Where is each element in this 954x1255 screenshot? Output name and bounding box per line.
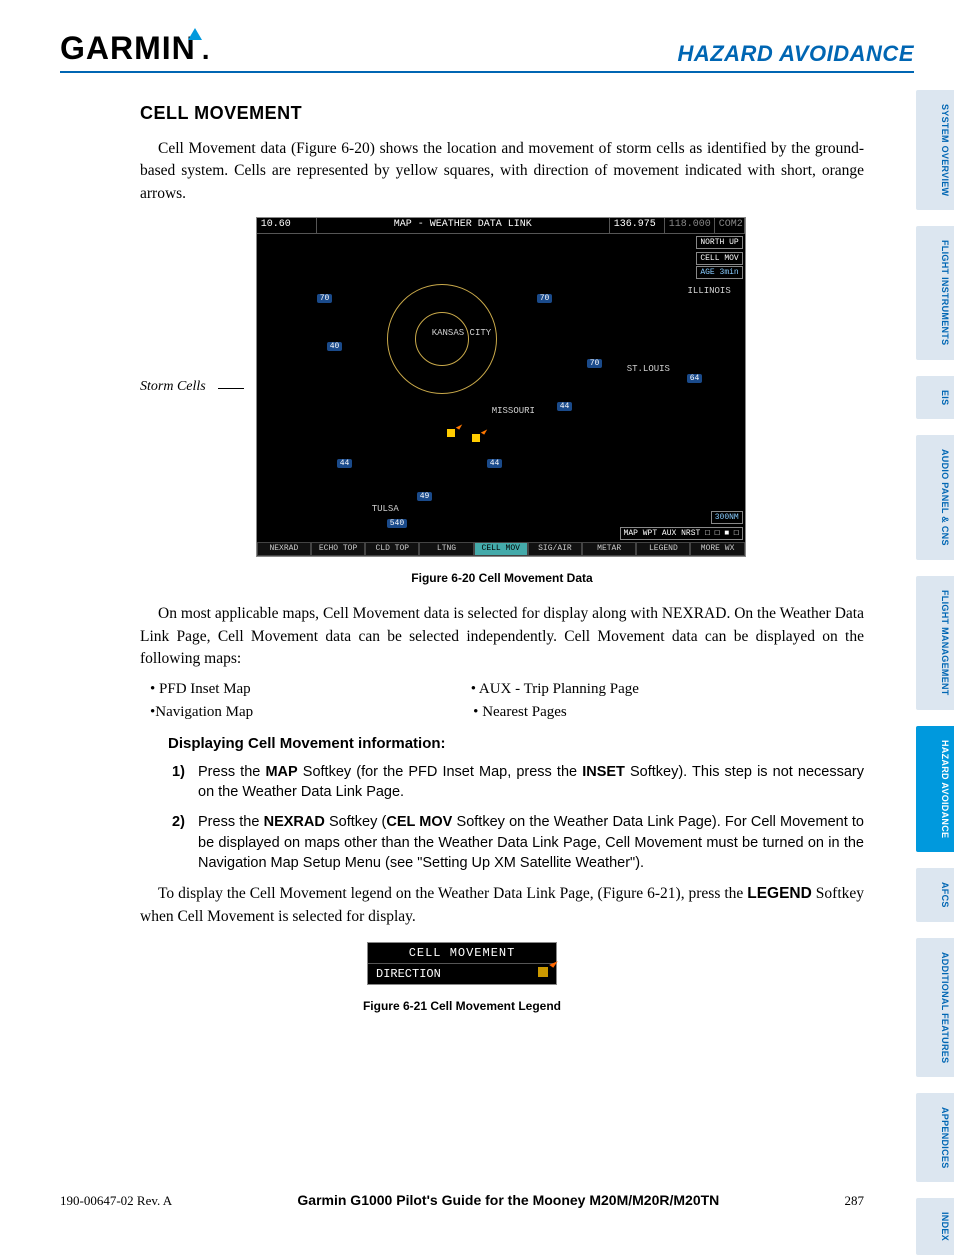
step-2-num: 2) [172,812,198,873]
age-box: AGE 3min [696,266,742,279]
map-title: MAP - WEATHER DATA LINK [317,218,610,233]
side-tabs: SYSTEM OVERVIEW FLIGHT INSTRUMENTS EIS A… [916,90,954,1255]
hwy-icon: 64 [687,374,703,383]
tab-audio-panel[interactable]: AUDIO PANEL & CNS [916,435,954,560]
softkey: ECHO TOP [311,542,365,556]
softkey-selected: CELL MOV [474,542,528,556]
tab-hazard-avoidance[interactable]: HAZARD AVOIDANCE [916,726,954,852]
city-stl: ST.LOUIS [627,364,670,374]
hwy-icon: 70 [587,359,603,368]
hwy-icon: 49 [417,492,433,501]
softkey: METAR [582,542,636,556]
softkey: LEGEND [636,542,690,556]
softkey: LTNG [419,542,473,556]
page-footer: 190-00647-02 Rev. A Garmin G1000 Pilot's… [60,1192,864,1209]
softkey-bar: NEXRAD ECHO TOP CLD TOP LTNG CELL MOV SI… [257,542,745,556]
heading-cell-movement: CELL MOVEMENT [140,103,864,124]
storm-cell-icon [447,429,455,437]
softkey: SIG/AIR [528,542,582,556]
bullet-nav: •Navigation Map [150,704,253,721]
freq-r2: 118.000 [665,218,715,233]
step-2: 2) Press the NEXRAD Softkey (CEL MOV Sof… [172,812,864,873]
weather-map-screenshot: 10.60 MAP - WEATHER DATA LINK 136.975 11… [256,217,746,557]
tab-eis[interactable]: EIS [916,376,954,419]
figure-6-20-caption: Figure 6-20 Cell Movement Data [140,571,864,585]
garmin-logo: GARMIN. [60,30,211,67]
para-maps: On most applicable maps, Cell Movement d… [140,603,864,670]
city-tulsa: TULSA [372,504,399,514]
city-kc: KANSAS CITY [432,328,491,338]
legend-title: CELL MOVEMENT [368,943,556,963]
step-1: 1) Press the MAP Softkey (for the PFD In… [172,762,864,803]
storm-cells-label: Storm Cells [140,379,206,395]
map-top-bar: 10.60 MAP - WEATHER DATA LINK 136.975 11… [257,218,745,234]
hwy-icon: 40 [327,342,343,351]
heading-displaying: Displaying Cell Movement information: [168,735,864,752]
north-up-box: NORTH UP [696,236,742,249]
softkey: CLD TOP [365,542,419,556]
tab-flight-instruments[interactable]: FLIGHT INSTRUMENTS [916,226,954,359]
bullet-pfd: • PFD Inset Map [150,681,251,698]
tab-additional-features[interactable]: ADDITIONAL FEATURES [916,938,954,1077]
figure-6-21-caption: Figure 6-21 Cell Movement Legend [60,999,864,1013]
intro-paragraph: Cell Movement data (Figure 6-20) shows t… [140,138,864,205]
cell-mov-box: CELL MOV [696,252,742,265]
doc-number: 190-00647-02 Rev. A [60,1193,172,1209]
step-1-text: Press the MAP Softkey (for the PFD Inset… [198,762,864,803]
doc-title: Garmin G1000 Pilot's Guide for the Moone… [297,1192,719,1208]
hwy-icon: 44 [487,459,503,468]
page-number: 287 [844,1193,864,1209]
hwy-icon: 70 [317,294,333,303]
section-title: HAZARD AVOIDANCE [677,41,914,67]
hwy-icon: 44 [337,459,353,468]
city-mo: MISSOURI [492,406,535,416]
freq-left: 10.60 [257,218,317,233]
hwy-icon: 540 [387,519,407,528]
content-area: CELL MOVEMENT Cell Movement data (Figure… [60,103,914,1013]
tab-index[interactable]: INDEX [916,1198,954,1255]
freq-r1: 136.975 [610,218,665,233]
tab-afcs[interactable]: AFCS [916,868,954,922]
bullet-row-2: •Navigation Map • Nearest Pages [150,704,864,721]
tab-appendices[interactable]: APPENDICES [916,1093,954,1183]
legend-direction-label: DIRECTION [376,967,441,981]
legend-row: DIRECTION [368,963,556,984]
step-2-text: Press the NEXRAD Softkey (CEL MOV Softke… [198,812,864,873]
direction-arrow-icon [538,967,548,977]
tab-flight-management[interactable]: FLIGHT MANAGEMENT [916,576,954,710]
range-ring-inner-icon [415,312,469,366]
status-box: MAP WPT AUX NRST □ □ ■ □ [620,527,743,540]
page-header: GARMIN. HAZARD AVOIDANCE [60,30,914,73]
para-legend: To display the Cell Movement legend on t… [140,883,864,928]
logo-text: GARMIN [60,30,196,66]
bullet-row-1: • PFD Inset Map • AUX - Trip Planning Pa… [150,681,864,698]
step-1-num: 1) [172,762,198,803]
softkey: NEXRAD [257,542,311,556]
hwy-icon: 70 [537,294,553,303]
logo-triangle-icon [188,28,202,40]
state-label: ILLINOIS [688,286,731,296]
figure-6-21-legend: CELL MOVEMENT DIRECTION [367,942,557,985]
softkey: MORE WX [690,542,744,556]
figure-6-20: Storm Cells 10.60 MAP - WEATHER DATA LIN… [140,217,864,585]
bullet-aux: • AUX - Trip Planning Page [471,681,639,698]
hwy-icon: 44 [557,402,573,411]
tab-system-overview[interactable]: SYSTEM OVERVIEW [916,90,954,210]
range-box: 300NM [711,511,743,524]
pointer-line-icon [218,388,244,389]
com-label: COM2 [715,218,745,233]
bullet-nearest: • Nearest Pages [473,704,567,721]
map-body: NORTH UP CELL MOV AGE 3min ILLINOIS KANS… [257,234,745,542]
storm-cell-icon [472,434,480,442]
